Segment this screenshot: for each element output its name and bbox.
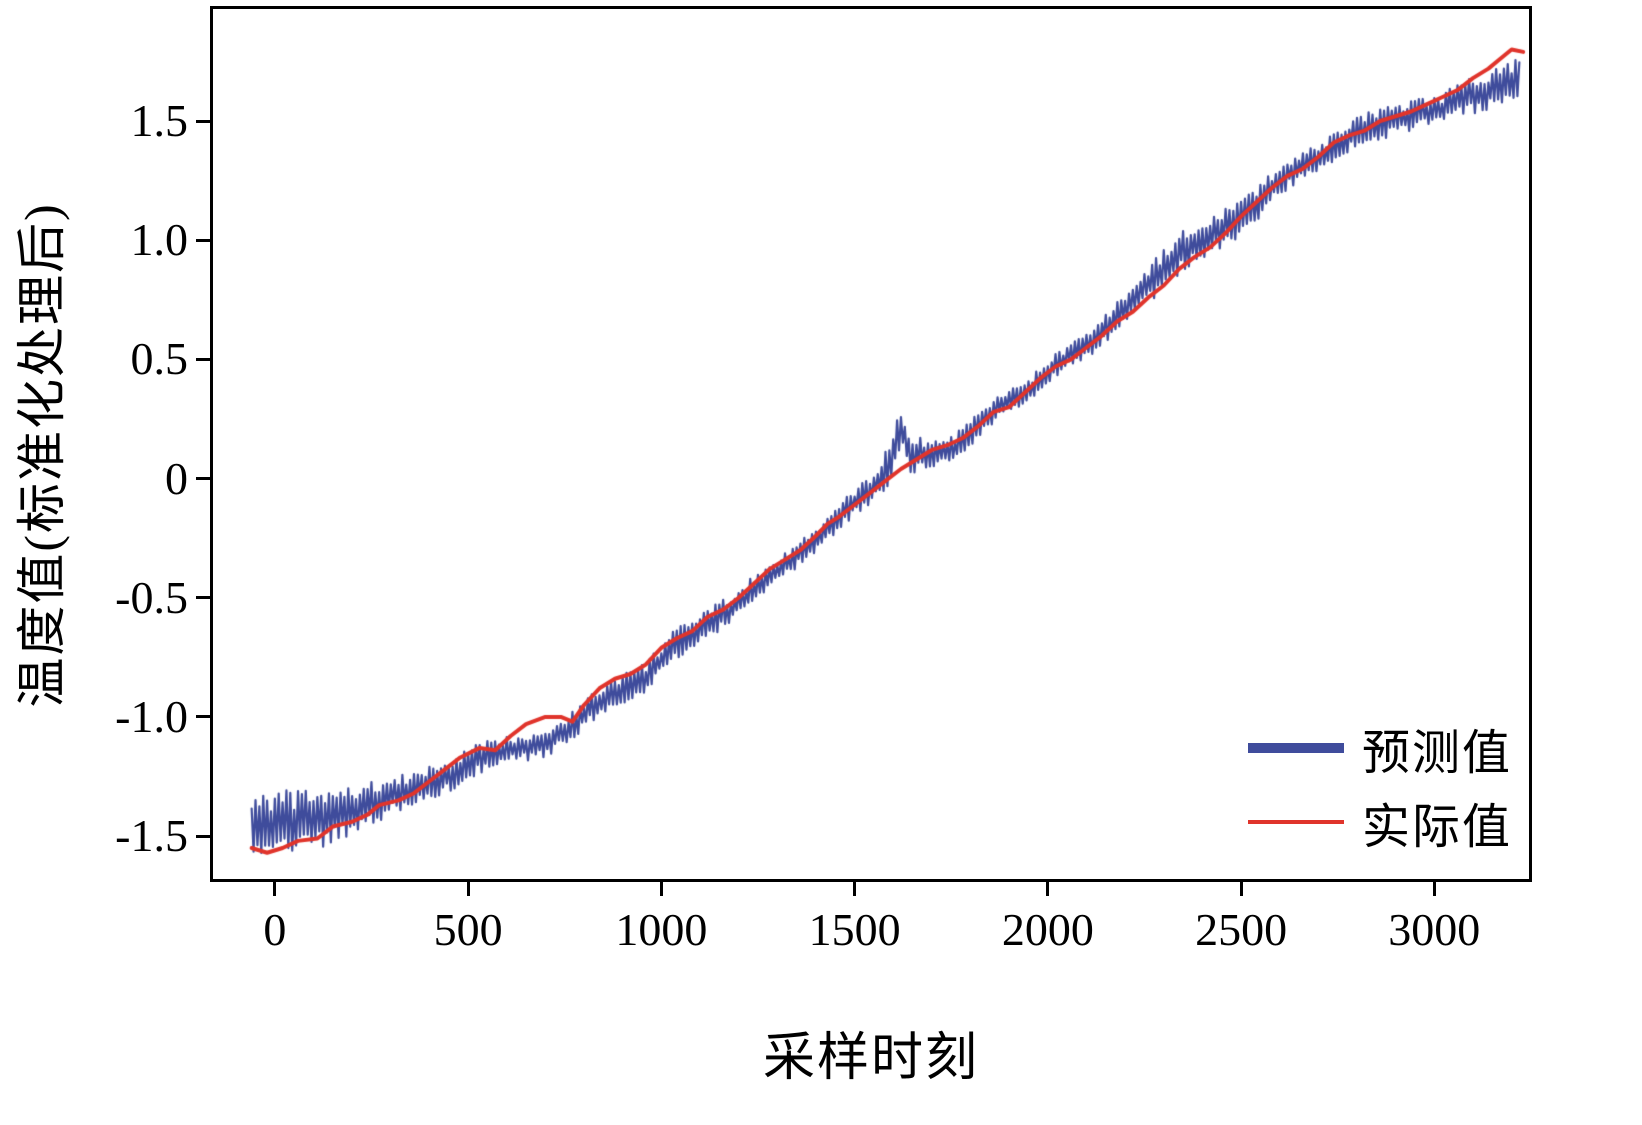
x-tick-mark: [1046, 882, 1050, 896]
y-tick-label: -1.0: [115, 690, 188, 742]
x-tick-label: 0: [263, 904, 287, 955]
y-tick-mark: [196, 834, 210, 838]
legend-label-predicted: 预测值: [1362, 727, 1513, 780]
plot-canvas: [213, 9, 1529, 879]
legend-label-actual: 实际值: [1362, 801, 1513, 854]
y-tick-label: -0.5: [115, 571, 188, 623]
legend-entry-actual: 实际值: [1248, 792, 1512, 854]
y-tick-mark: [196, 715, 210, 719]
x-tick-label: 1500: [808, 904, 901, 955]
x-tick-label: 2000: [1001, 904, 1094, 955]
x-tick-label: 2500: [1195, 904, 1288, 955]
legend: 预测值 实际值: [1248, 718, 1512, 854]
x-tick-label: 500: [433, 904, 503, 955]
legend-entry-predicted: 预测值: [1248, 718, 1512, 780]
x-tick-label: 3000: [1388, 904, 1481, 955]
y-tick-label: 0: [165, 452, 188, 504]
x-tick-mark: [853, 882, 857, 896]
legend-line-actual-icon: [1248, 820, 1344, 824]
x-tick-mark: [466, 882, 470, 896]
y-tick-mark: [196, 477, 210, 481]
x-tick-mark: [1239, 882, 1243, 896]
plot-area: [210, 6, 1532, 882]
legend-line-predicted-icon: [1248, 743, 1344, 753]
y-tick-mark: [196, 119, 210, 123]
y-tick-label: -1.5: [115, 810, 188, 862]
x-tick-mark: [659, 882, 663, 896]
y-tick-mark: [196, 357, 210, 361]
y-tick-mark: [196, 596, 210, 600]
x-tick-label: 1000: [615, 904, 708, 955]
y-tick-mark: [196, 238, 210, 242]
y-tick-label: 0.5: [130, 333, 189, 385]
y-tick-label: 1.5: [130, 95, 189, 147]
x-tick-mark: [1432, 882, 1436, 896]
x-tick-mark: [273, 882, 277, 896]
y-tick-label: 1.0: [130, 214, 189, 266]
y-axis-label: 温度值(标准化处理后): [14, 202, 70, 708]
x-axis-label: 采样时刻: [762, 1030, 980, 1087]
